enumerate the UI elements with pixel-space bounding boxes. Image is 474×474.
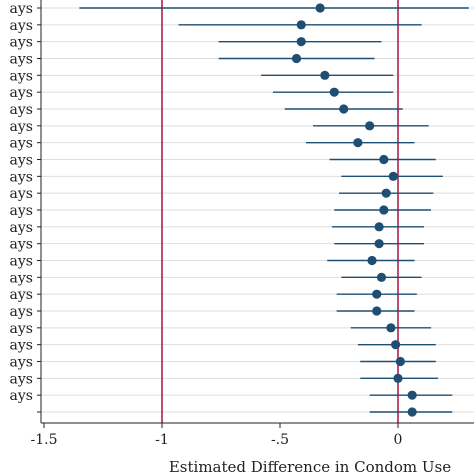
row-label: ays — [10, 1, 33, 17]
point-estimate — [393, 373, 403, 383]
row-labels: aysaysaysaysaysaysaysaysaysaysaysaysaysa… — [10, 1, 33, 404]
row-label: ays — [10, 119, 33, 135]
point-estimate — [407, 390, 417, 400]
x-axis: -1.5 -1 -.5 0 — [31, 0, 474, 448]
point-estimate — [381, 188, 391, 198]
x-tick-label: 0 — [394, 432, 403, 448]
point-estimates — [291, 3, 417, 417]
point-estimate — [374, 222, 384, 232]
point-estimate — [395, 356, 405, 367]
point-estimate — [372, 289, 382, 299]
point-estimate — [320, 70, 330, 80]
point-estimate — [379, 205, 389, 215]
row-label: ays — [10, 35, 33, 51]
row-label: ays — [10, 321, 33, 337]
row-label: ays — [10, 304, 33, 320]
point-estimate — [296, 37, 306, 47]
point-estimate — [291, 53, 302, 64]
point-estimate — [376, 272, 387, 282]
x-tick-label: -1.5 — [31, 432, 58, 448]
row-label: ays — [10, 18, 33, 34]
row-label: ays — [10, 270, 33, 286]
row-label: ays — [10, 220, 33, 236]
point-estimate — [374, 239, 384, 249]
row-label: ays — [10, 388, 33, 404]
row-label: ays — [10, 85, 33, 101]
row-label: ays — [10, 102, 33, 118]
x-tick-label: -1 — [155, 432, 169, 448]
row-label: ays — [10, 169, 33, 185]
row-label: ays — [10, 237, 33, 253]
x-axis-title: Estimated Difference in Condom Use — [169, 458, 451, 474]
row-label: ays — [10, 136, 33, 152]
row-label: ays — [10, 371, 33, 387]
point-estimate — [329, 87, 339, 97]
point-estimate — [388, 171, 398, 181]
point-estimate — [372, 306, 382, 316]
row-label: ays — [10, 52, 33, 68]
point-estimate — [353, 138, 363, 148]
row-label: ays — [10, 355, 33, 371]
row-label: ays — [10, 186, 33, 202]
point-estimate — [296, 20, 306, 30]
point-estimate — [367, 255, 377, 266]
reference-lines — [161, 0, 399, 423]
point-estimate — [386, 323, 396, 333]
row-label: ays — [10, 287, 33, 303]
point-estimate — [407, 407, 417, 417]
x-tick-label: -.5 — [271, 432, 289, 448]
point-estimate — [339, 104, 349, 114]
row-label: ays — [10, 338, 33, 354]
point-estimate — [391, 340, 401, 350]
row-label: ays — [10, 68, 33, 84]
row-label: ays — [10, 254, 33, 270]
point-estimate — [315, 3, 325, 13]
point-estimate — [379, 154, 389, 165]
row-label: ays — [10, 203, 33, 219]
point-estimate — [365, 121, 375, 131]
row-label: ays — [10, 153, 33, 169]
